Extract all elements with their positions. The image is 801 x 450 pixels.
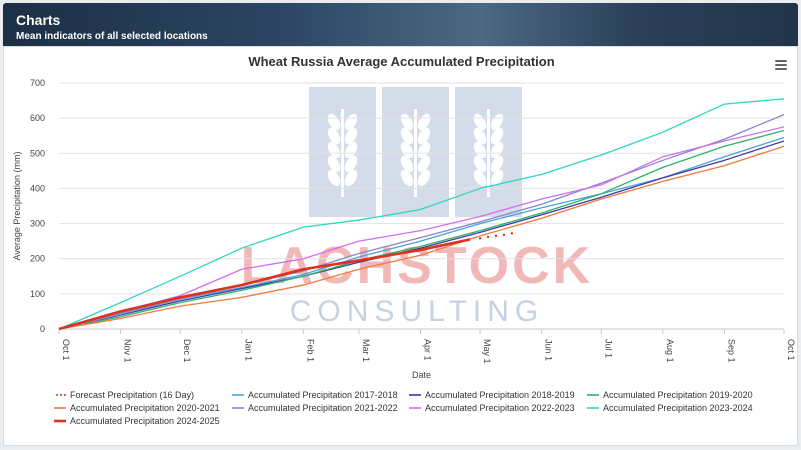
x-axis-title: Date xyxy=(412,370,431,380)
series-line-3 xyxy=(58,129,785,330)
series-line-8 xyxy=(58,238,471,331)
legend-marker xyxy=(60,394,62,396)
y-axis-title: Average Precipitation (mm) xyxy=(12,152,22,261)
legend-item: Accumulated Precipitation 2018-2019 xyxy=(409,390,575,400)
series-line-6 xyxy=(58,126,785,330)
legend-label: Accumulated Precipitation 2017-2018 xyxy=(248,390,398,400)
x-tick-label: Sep 1 xyxy=(726,339,736,363)
legend-item: Accumulated Precipitation 2019-2020 xyxy=(587,390,753,400)
legend-item: Accumulated Precipitation 2020-2021 xyxy=(54,403,220,413)
x-tick-label: Dec 1 xyxy=(182,339,192,363)
y-tick-label: 200 xyxy=(30,254,45,264)
x-tick-label: Nov 1 xyxy=(123,339,133,363)
legend-item: Accumulated Precipitation 2022-2023 xyxy=(409,403,575,413)
legend: Forecast Precipitation (16 Day) Accumulat… xyxy=(54,390,753,426)
forecast-point xyxy=(502,233,506,237)
x-tick-label: Oct 1 xyxy=(786,339,796,361)
y-tick-label: 400 xyxy=(30,183,45,193)
chart-panel: Wheat Russia Average Accumulated Precipi… xyxy=(3,46,798,446)
legend-item: Forecast Precipitation (16 Day) xyxy=(56,390,194,400)
legend-label: Accumulated Precipitation 2024-2025 xyxy=(70,416,220,426)
forecast-point xyxy=(478,237,482,240)
x-tick-label: Mar 1 xyxy=(361,339,371,362)
y-tick-label: 300 xyxy=(30,219,45,229)
legend-item: Accumulated Precipitation 2017-2018 xyxy=(232,390,398,400)
x-tick-label: Jul 1 xyxy=(603,339,613,358)
x-tick-label: Jun 1 xyxy=(544,339,554,361)
legend-item: Accumulated Precipitation 2023-2024 xyxy=(587,403,753,413)
y-tick-label: 600 xyxy=(30,113,45,123)
x-tick-label: Apr 1 xyxy=(423,339,433,361)
x-tick-label: Jan 1 xyxy=(244,339,254,361)
legend-label: Accumulated Precipitation 2023-2024 xyxy=(603,403,753,413)
legend-marker xyxy=(64,394,66,396)
series-line-4 xyxy=(58,145,785,330)
charts-header: Charts Mean indicators of all selected l… xyxy=(3,3,798,46)
series-line-5 xyxy=(58,114,785,330)
x-tick-label: Feb 1 xyxy=(305,339,315,362)
chart-title: Wheat Russia Average Accumulated Precipi… xyxy=(248,54,555,69)
legend-label: Accumulated Precipitation 2020-2021 xyxy=(70,403,220,413)
wheat-icon xyxy=(400,109,431,197)
legend-label: Accumulated Precipitation 2018-2019 xyxy=(425,390,575,400)
chart-menu-icon[interactable] xyxy=(775,60,787,70)
y-tick-label: 100 xyxy=(30,289,45,299)
legend-label: Accumulated Precipitation 2022-2023 xyxy=(425,403,575,413)
y-tick-label: 0 xyxy=(40,324,45,334)
x-tick-label: May 1 xyxy=(482,339,492,364)
legend-label: Accumulated Precipitation 2021-2022 xyxy=(248,403,398,413)
forecast-series xyxy=(478,232,514,240)
x-tick-label: Oct 1 xyxy=(61,339,71,361)
forecast-point xyxy=(510,232,514,235)
forecast-point xyxy=(494,234,498,238)
wheat-icon xyxy=(327,109,358,197)
watermark-lachstock-text: LACHSTOCK xyxy=(241,237,593,295)
legend-label: Accumulated Precipitation 2019-2020 xyxy=(603,390,753,400)
legend-item: Accumulated Precipitation 2024-2025 xyxy=(54,416,220,426)
forecast-point xyxy=(486,235,490,239)
watermark-consulting-text: CONSULTING xyxy=(290,295,544,328)
x-tick-label: Aug 1 xyxy=(665,339,675,363)
y-tick-label: 700 xyxy=(30,78,45,88)
legend-label: Forecast Precipitation (16 Day) xyxy=(70,390,194,400)
legend-marker xyxy=(56,394,58,396)
series-line-2 xyxy=(58,140,785,330)
header-subtitle: Mean indicators of all selected location… xyxy=(16,31,208,42)
header-title: Charts xyxy=(16,12,61,28)
series-line-7 xyxy=(58,98,785,330)
y-tick-label: 500 xyxy=(30,148,45,158)
legend-item: Accumulated Precipitation 2021-2022 xyxy=(232,403,398,413)
